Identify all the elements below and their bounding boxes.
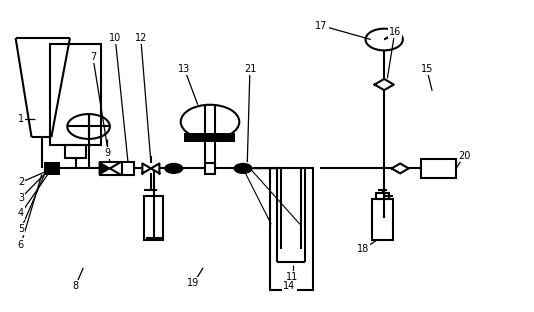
Text: 17: 17 <box>315 21 327 31</box>
Text: 1: 1 <box>18 114 24 124</box>
Text: 21: 21 <box>244 64 256 74</box>
Bar <box>421 159 456 178</box>
Circle shape <box>233 163 253 174</box>
Text: 19: 19 <box>187 278 200 288</box>
Polygon shape <box>374 79 394 90</box>
Text: 20: 20 <box>458 151 470 161</box>
Bar <box>65 144 86 158</box>
Polygon shape <box>99 162 110 175</box>
Text: 11: 11 <box>286 272 299 282</box>
Text: 18: 18 <box>357 244 369 254</box>
Bar <box>50 44 101 145</box>
Text: 10: 10 <box>109 33 121 43</box>
Polygon shape <box>110 162 121 175</box>
Text: 5: 5 <box>18 224 24 234</box>
Text: 8: 8 <box>72 281 78 291</box>
Bar <box>205 163 215 174</box>
Text: 6: 6 <box>18 240 24 250</box>
Circle shape <box>164 163 183 174</box>
Bar <box>184 133 235 142</box>
Bar <box>270 168 313 290</box>
Text: 9: 9 <box>104 148 111 158</box>
Text: 12: 12 <box>135 33 147 43</box>
Bar <box>376 193 389 199</box>
Text: 16: 16 <box>389 27 401 37</box>
Text: 13: 13 <box>178 64 191 74</box>
Polygon shape <box>391 163 409 173</box>
Text: 14: 14 <box>283 281 295 291</box>
Bar <box>144 196 163 240</box>
Text: 15: 15 <box>421 64 433 74</box>
Bar <box>372 199 392 240</box>
Text: 4: 4 <box>18 208 24 218</box>
Polygon shape <box>151 163 160 173</box>
Bar <box>44 162 60 175</box>
Text: 2: 2 <box>18 178 24 188</box>
Text: 3: 3 <box>18 193 24 203</box>
Bar <box>122 162 134 175</box>
Polygon shape <box>143 163 151 173</box>
Text: 7: 7 <box>90 51 96 61</box>
